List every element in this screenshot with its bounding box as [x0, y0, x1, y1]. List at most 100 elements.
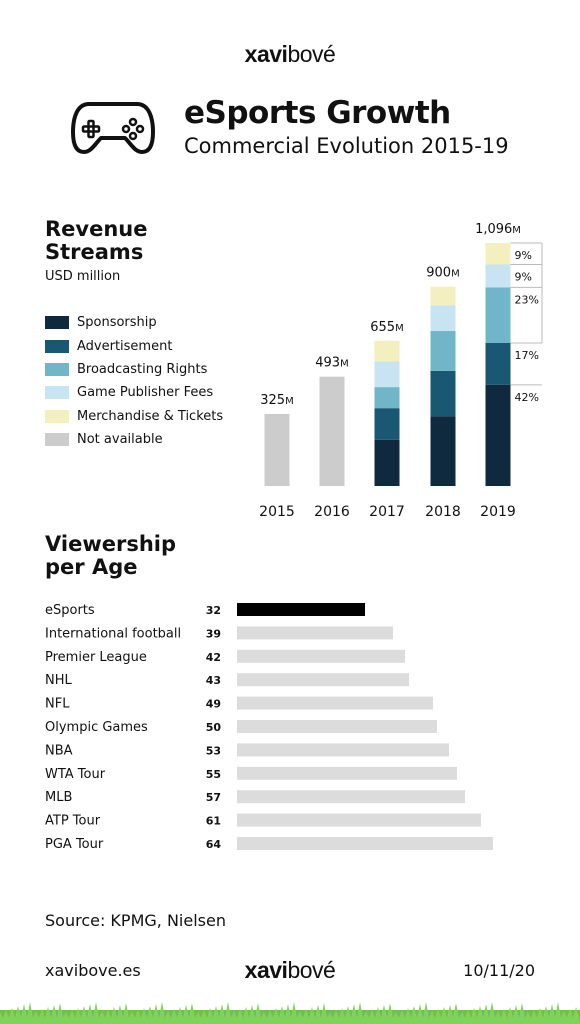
grass-decoration — [0, 1002, 580, 1024]
legend-label: Advertisement — [77, 338, 173, 354]
revenue-bar-segment — [485, 384, 511, 486]
site-link[interactable]: xavibove.es — [45, 961, 141, 980]
viewership-value-label: 39 — [206, 627, 221, 640]
revenue-bar-segment — [485, 264, 511, 288]
viewership-bar — [237, 790, 465, 804]
viewership-bar — [237, 626, 393, 640]
revenue-bar-segment — [374, 408, 400, 440]
legend-item: Sponsorship — [45, 311, 223, 334]
revenue-bar-segment — [374, 361, 400, 388]
revenue-year-label: 2015 — [259, 504, 295, 520]
revenue-bar-segment — [430, 286, 456, 306]
revenue-year-label: 2018 — [425, 504, 461, 520]
viewership-bar — [237, 603, 365, 616]
revenue-total-label: 493M — [315, 356, 348, 371]
legend-label: Sponsorship — [77, 315, 157, 331]
revenue-bar-segment — [430, 331, 456, 371]
viewership-value-label: 57 — [206, 791, 221, 804]
revenue-total-label: 1,096M — [475, 222, 521, 237]
viewership-value-label: 55 — [206, 768, 221, 781]
legend-label: Game Publisher Fees — [77, 385, 214, 401]
revenue-bar-segment — [485, 243, 511, 265]
revenue-section-title: Revenue Streams — [45, 217, 148, 264]
brand-part1: xavi — [244, 957, 288, 983]
legend-label: Merchandise & Tickets — [77, 408, 224, 424]
brand-logo-top: xavibové — [0, 41, 580, 68]
revenue-share-label: 9% — [515, 249, 532, 262]
viewership-category-label: NHL — [45, 673, 73, 688]
legend-item: Broadcasting Rights — [45, 358, 223, 381]
viewership-category-label: NFL — [45, 697, 70, 712]
revenue-total-label: 655M — [370, 320, 403, 335]
source-note: Source: KPMG, Nielsen — [45, 911, 226, 930]
viewership-value-label: 53 — [206, 744, 221, 757]
viewership-value-label: 64 — [206, 838, 222, 851]
viewership-bar — [237, 813, 481, 827]
viewership-category-label: Premier League — [45, 650, 147, 665]
legend-item: Merchandise & Tickets — [45, 405, 223, 428]
viewership-value-label: 50 — [206, 721, 222, 734]
revenue-year-label: 2019 — [480, 504, 516, 520]
revenue-total-label: 900M — [426, 265, 459, 280]
revenue-bar-segment — [264, 413, 290, 486]
viewership-category-label: ATP Tour — [45, 814, 101, 829]
brand-part2: bové — [287, 41, 336, 67]
grass-blades — [0, 1002, 580, 1024]
viewership-value-label: 49 — [206, 698, 221, 711]
viewership-bar — [237, 673, 409, 687]
revenue-share-label: 17% — [515, 349, 539, 362]
viewership-chart: eSports 32 International football 39 Premier… — [45, 603, 493, 852]
revenue-year-label: 2016 — [314, 504, 350, 520]
viewership-section-title: Viewership per Age — [45, 532, 177, 579]
viewership-bar — [237, 720, 437, 733]
revenue-bar-segment — [485, 342, 511, 385]
revenue-bar-segment — [374, 439, 400, 486]
brand-logo-bottom: xavibové — [0, 957, 580, 984]
revenue-share-label: 42% — [515, 391, 539, 404]
viewership-category-label: International football — [45, 626, 181, 641]
viewership-category-label: NBA — [45, 743, 73, 758]
revenue-share-label: 9% — [515, 271, 532, 284]
legend-swatch — [45, 386, 69, 400]
legend-swatch — [45, 433, 69, 447]
revenue-bar-segment — [430, 305, 456, 332]
page-title: eSports Growth — [184, 95, 451, 131]
viewership-bar — [237, 837, 493, 850]
revenue-unit-label: USD million — [45, 269, 121, 284]
legend-label: Not available — [77, 432, 163, 448]
revenue-bar-segment — [374, 387, 400, 409]
viewership-bar — [237, 743, 449, 757]
legend-item: Not available — [45, 428, 223, 451]
revenue-bar-segment — [430, 416, 456, 486]
viewership-category-label: eSports — [45, 603, 95, 618]
gamepad-icon — [71, 102, 155, 154]
brand-part2: bové — [287, 957, 336, 983]
revenue-legend: Sponsorship Advertisement Broadcasting Rig… — [45, 311, 223, 451]
publish-date: 10/11/20 — [463, 961, 535, 980]
revenue-year-label: 2017 — [369, 504, 405, 520]
viewership-value-label: 32 — [206, 604, 221, 617]
revenue-total-label: 325M — [260, 393, 293, 408]
viewership-value-label: 61 — [206, 815, 221, 828]
revenue-chart: 325M 2015 493M 2016 655M 2017 900M 2018 1,096M 20… — [259, 222, 543, 520]
viewership-category-label: PGA Tour — [45, 837, 104, 852]
revenue-bar-segment — [430, 370, 456, 417]
viewership-value-label: 42 — [206, 651, 221, 664]
viewership-category-label: WTA Tour — [45, 767, 106, 782]
viewership-bar — [237, 696, 433, 710]
legend-swatch — [45, 316, 69, 330]
viewership-bar — [237, 766, 457, 780]
brand-part1: xavi — [244, 41, 288, 67]
legend-item: Game Publisher Fees — [45, 381, 223, 404]
legend-item: Advertisement — [45, 334, 223, 357]
page-subtitle: Commercial Evolution 2015-19 — [184, 134, 509, 158]
legend-swatch — [45, 409, 69, 423]
viewership-category-label: MLB — [45, 790, 72, 805]
legend-swatch — [45, 339, 69, 353]
legend-label: Broadcasting Rights — [77, 361, 208, 377]
revenue-share-label: 23% — [515, 293, 539, 306]
legend-swatch — [45, 362, 69, 376]
viewership-category-label: Olympic Games — [45, 720, 148, 735]
revenue-bar-segment — [374, 340, 400, 362]
revenue-bar-segment — [485, 287, 511, 343]
